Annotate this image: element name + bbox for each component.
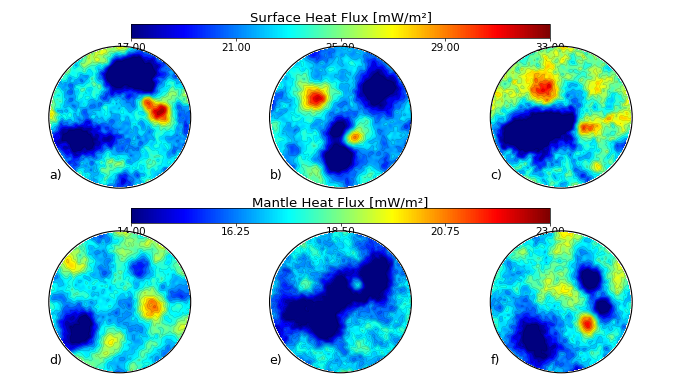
Text: e): e) [270, 354, 282, 367]
Text: Surface Heat Flux [mW/m²]: Surface Heat Flux [mW/m²] [249, 12, 432, 25]
Text: d): d) [49, 354, 62, 367]
Text: b): b) [270, 169, 283, 182]
Text: f): f) [490, 354, 500, 367]
Text: Mantle Heat Flux [mW/m²]: Mantle Heat Flux [mW/m²] [253, 196, 428, 209]
Text: c): c) [490, 169, 502, 182]
Text: a): a) [49, 169, 61, 182]
